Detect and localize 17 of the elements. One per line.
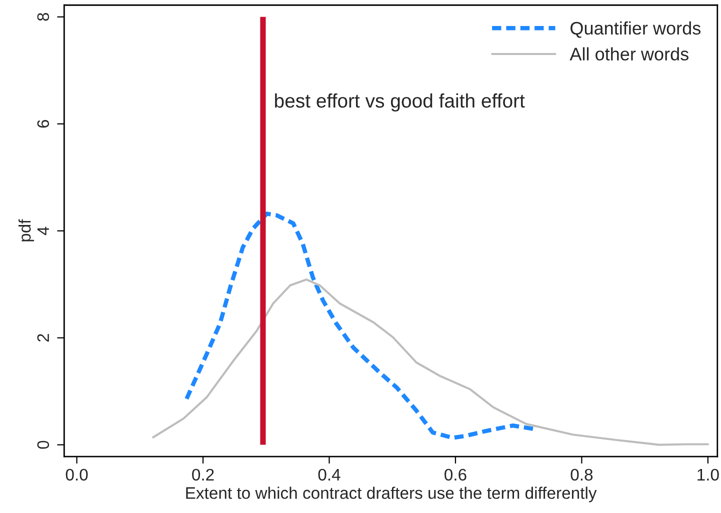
y-tick-label: 0 — [37, 440, 50, 449]
y-axis-title: pdf — [18, 219, 34, 242]
legend-label: All other words — [570, 47, 688, 60]
x-tick-label: 0.6 — [444, 468, 466, 481]
y-tick-label: 2 — [37, 334, 49, 342]
y-tick-label: 6 — [37, 120, 50, 128]
x-tick-label: 1.0 — [698, 468, 719, 481]
line-series — [152, 278, 709, 446]
x-axis-title: Extent to which contract drafters use the term differently — [186, 486, 597, 502]
x-tick-label: 0.2 — [192, 468, 214, 481]
x-tick-label: 0.0 — [66, 468, 88, 481]
ref-line-label: best effort vs good faith effort — [275, 93, 525, 112]
y-tick-label: 8 — [37, 12, 50, 21]
x-tick-label: 0.8 — [570, 468, 593, 481]
y-tick-label: 4 — [37, 226, 49, 236]
x-tick-label: 0.4 — [318, 468, 340, 481]
legend-label: Quantifier words — [570, 21, 700, 38]
